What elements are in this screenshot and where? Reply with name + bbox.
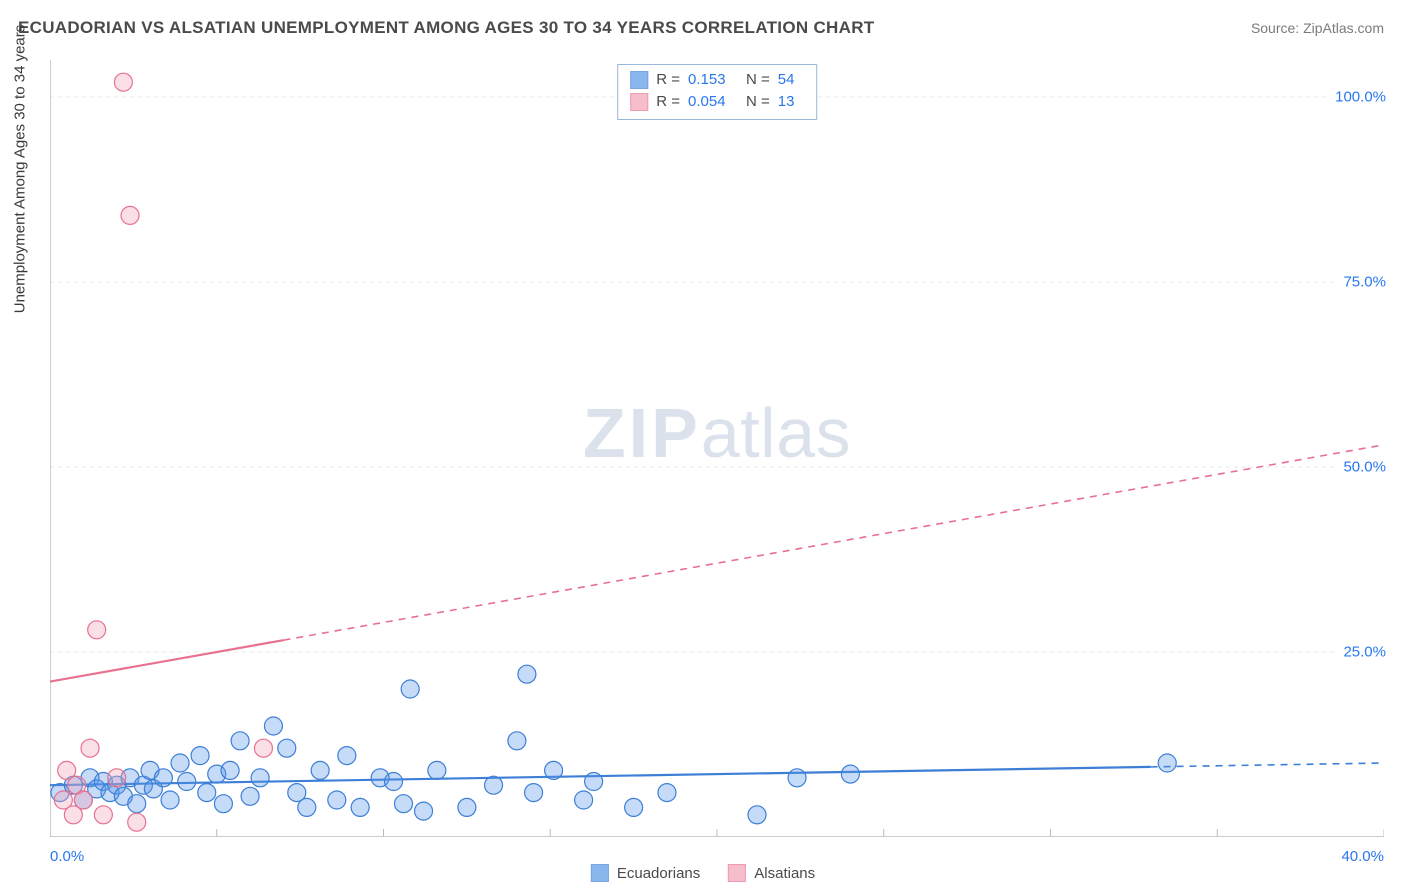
source-value: ZipAtlas.com bbox=[1303, 20, 1384, 36]
y-tick-label: 50.0% bbox=[1339, 459, 1386, 476]
corr-n-label-0: N = bbox=[746, 69, 770, 91]
correlation-legend: R = 0.153 N = 54 R = 0.054 N = 13 bbox=[617, 64, 817, 120]
corr-r-value-1: 0.054 bbox=[688, 91, 738, 113]
corr-row-0: R = 0.153 N = 54 bbox=[630, 69, 804, 91]
y-tick-label: 100.0% bbox=[1331, 89, 1386, 106]
chart-title: ECUADORIAN VS ALSATIAN UNEMPLOYMENT AMON… bbox=[18, 18, 874, 38]
corr-r-label-0: R = bbox=[656, 69, 680, 91]
corr-n-value-0: 54 bbox=[778, 69, 804, 91]
legend-label-alsatians: Alsatians bbox=[754, 865, 815, 882]
y-tick-label: 75.0% bbox=[1339, 274, 1386, 291]
source-label: Source: bbox=[1251, 20, 1299, 36]
legend-swatch-ecuadorians bbox=[591, 864, 609, 882]
corr-r-label-1: R = bbox=[656, 91, 680, 113]
plot-area: Unemployment Among Ages 30 to 34 years Z… bbox=[50, 60, 1384, 837]
scatter-plot-svg bbox=[50, 60, 1384, 837]
corr-n-value-1: 13 bbox=[778, 91, 804, 113]
y-axis-label: Unemployment Among Ages 30 to 34 years bbox=[12, 24, 29, 313]
series-legend: Ecuadorians Alsatians bbox=[591, 864, 815, 882]
swatch-ecuadorians bbox=[630, 71, 648, 89]
source-attribution: Source: ZipAtlas.com bbox=[1251, 20, 1384, 36]
corr-row-1: R = 0.054 N = 13 bbox=[630, 91, 804, 113]
corr-n-label-1: N = bbox=[746, 91, 770, 113]
y-tick-label: 25.0% bbox=[1339, 644, 1386, 661]
swatch-alsatians bbox=[630, 93, 648, 111]
x-tick-label: 40.0% bbox=[1341, 848, 1384, 865]
legend-label-ecuadorians: Ecuadorians bbox=[617, 865, 700, 882]
legend-item-ecuadorians: Ecuadorians bbox=[591, 864, 700, 882]
corr-r-value-0: 0.153 bbox=[688, 69, 738, 91]
x-tick-label: 0.0% bbox=[50, 848, 84, 865]
legend-swatch-alsatians bbox=[728, 864, 746, 882]
legend-item-alsatians: Alsatians bbox=[728, 864, 815, 882]
